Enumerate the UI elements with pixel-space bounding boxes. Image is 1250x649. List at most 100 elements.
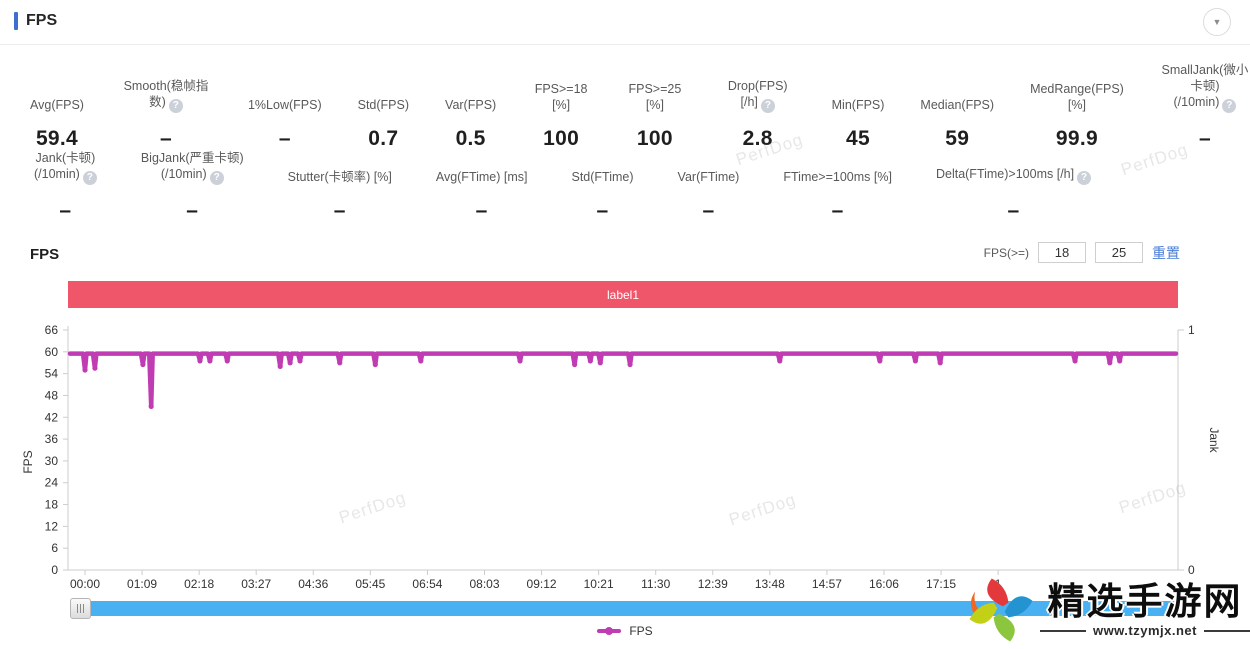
stat-label: BigJank(严重卡顿) (/10min)? [140,151,244,185]
stat-label: Delta(FTime)>100ms [/h]? [936,166,1092,185]
svg-text:66: 66 [45,323,59,337]
svg-text:1: 1 [1188,323,1195,337]
help-icon[interactable]: ? [760,99,775,113]
svg-text:17:15: 17:15 [926,577,956,591]
stat-value: – [596,199,609,222]
svg-text:04:36: 04:36 [298,577,328,591]
stat-value: – [59,199,72,222]
stat-row2-2: Stutter(卡顿率) [%] – [288,169,392,223]
stat-label: Median(FPS) [920,98,995,112]
stat-value: 45 [846,127,871,150]
svg-text:08:03: 08:03 [469,577,499,591]
rule-left [1039,629,1086,632]
stat-row1-5: FPS>=18 [%] 100 [532,81,590,151]
svg-text:12: 12 [45,519,59,533]
stat-row2-6: FTime>=100ms [%] – [783,169,892,223]
chevron-down-icon: ▼ [1212,17,1222,27]
svg-text:42: 42 [45,410,59,424]
site-logo-title: 精选手游网 [1047,580,1243,622]
svg-text:02:18: 02:18 [184,577,214,591]
stat-value: – [475,199,488,222]
stat-value: 99.9 [1055,127,1098,150]
rule-right [1204,629,1250,632]
svg-text:48: 48 [45,388,59,402]
stat-label: Var(FTime) [677,170,740,184]
stat-label: SmallJank(微小卡顿) (/10min)? [1161,63,1249,113]
stat-value: – [186,199,199,222]
stats-row-1: Avg(FPS) 59.4 Smooth(稳帧指数)? – 1%Low(FPS) – Std… [0,62,1250,151]
svg-text:00:00: 00:00 [70,577,100,591]
chart-scrollbar[interactable] [91,601,1178,616]
svg-text:0: 0 [1188,563,1195,577]
stat-row1-3: Std(FPS) 0.7 [358,97,409,151]
stat-row2-0: Jank(卡顿) (/10min)? – [34,150,97,223]
annotation-label: label1 [606,287,640,302]
svg-text:06:54: 06:54 [412,577,442,591]
stat-label: Min(FPS) [831,98,885,112]
site-logo: 精选手游网 www.tzymjx.net [964,573,1250,647]
svg-text:30: 30 [45,454,59,468]
stat-label: Stutter(卡顿率) [%] [287,170,392,184]
svg-text:14:57: 14:57 [812,577,842,591]
stat-label: 1%Low(FPS) [247,98,322,112]
reset-link[interactable]: 重置 [1152,244,1180,261]
chart-section-title: FPS [30,246,60,263]
stat-value: 100 [636,127,673,150]
stat-label: FTime>=100ms [%] [783,170,892,184]
accent-bar [14,12,18,30]
help-icon[interactable]: ? [168,99,183,113]
svg-text:12:39: 12:39 [698,577,728,591]
svg-text:05:45: 05:45 [355,577,385,591]
svg-text:11:30: 11:30 [641,577,670,591]
stat-value: 2.8 [742,127,773,150]
stat-row1-11: SmallJank(微小卡顿) (/10min)? – [1160,62,1250,151]
stats-row-2: Jank(卡顿) (/10min)? – BigJank(严重卡顿) (/10min… [0,150,1092,223]
help-icon[interactable]: ? [1222,99,1237,113]
annotation-label-bar: label1 [68,281,1178,308]
fps-threshold-input-2[interactable] [1095,242,1143,263]
stat-label: Jank(卡顿) (/10min)? [34,151,97,185]
fps-line-chart[interactable]: 0 6 12 18 24 30 36 42 48 54 60 66 0 1 FPS Jank 00:00 01:0… [0,308,1250,600]
stat-label: Std(FPS) [357,98,410,112]
chart-scrollbar-handle[interactable] [70,598,91,619]
stat-label: Drop(FPS) [/h]? [727,79,788,113]
svg-text:6: 6 [51,541,58,555]
stat-value: – [1198,127,1211,150]
panel-title: FPS [26,12,58,29]
stat-value: – [278,127,291,150]
svg-text:54: 54 [45,367,59,381]
stat-row1-0: Avg(FPS) 59.4 [30,97,84,151]
svg-text:03:27: 03:27 [241,577,271,591]
chart-legend[interactable]: FPS [0,624,1250,638]
fps-legend-marker [597,627,622,635]
stat-row2-5: Var(FTime) – [678,169,740,223]
panel-header: FPS [14,12,57,30]
stat-value: – [831,199,844,222]
fps-threshold-label: FPS(>=) [983,245,1029,260]
stat-value: 100 [543,127,580,150]
svg-text:18: 18 [45,498,59,512]
stat-row1-10: MedRange(FPS)[%] 99.9 [1030,81,1124,151]
help-icon[interactable]: ? [209,171,224,185]
fps-threshold-input-1[interactable] [1038,242,1086,263]
stat-row1-8: Min(FPS) 45 [832,97,885,151]
stat-value: – [702,199,715,222]
help-icon[interactable]: ? [82,171,97,185]
stat-label: MedRange(FPS)[%] [1030,82,1124,112]
stat-value: 0.7 [368,127,399,150]
svg-text:10:21: 10:21 [584,577,614,591]
stat-row1-1: Smooth(稳帧指数)? – [120,78,212,151]
collapse-button[interactable]: ▼ [1203,8,1231,36]
stat-value: – [1007,199,1020,222]
stat-label: Std(FTime) [571,170,634,184]
stat-row2-1: BigJank(严重卡顿) (/10min)? – [141,150,244,223]
stat-value: – [159,127,172,150]
help-icon[interactable]: ? [1077,171,1092,185]
stat-label: Smooth(稳帧指数)? [123,79,209,113]
stat-label: FPS>=18 [%] [534,82,588,112]
stat-label: Avg(FPS) [30,98,84,112]
stat-row1-9: Median(FPS) 59 [920,97,994,151]
stat-row1-7: Drop(FPS) [/h]? 2.8 [720,78,796,151]
stat-value: – [333,199,346,222]
